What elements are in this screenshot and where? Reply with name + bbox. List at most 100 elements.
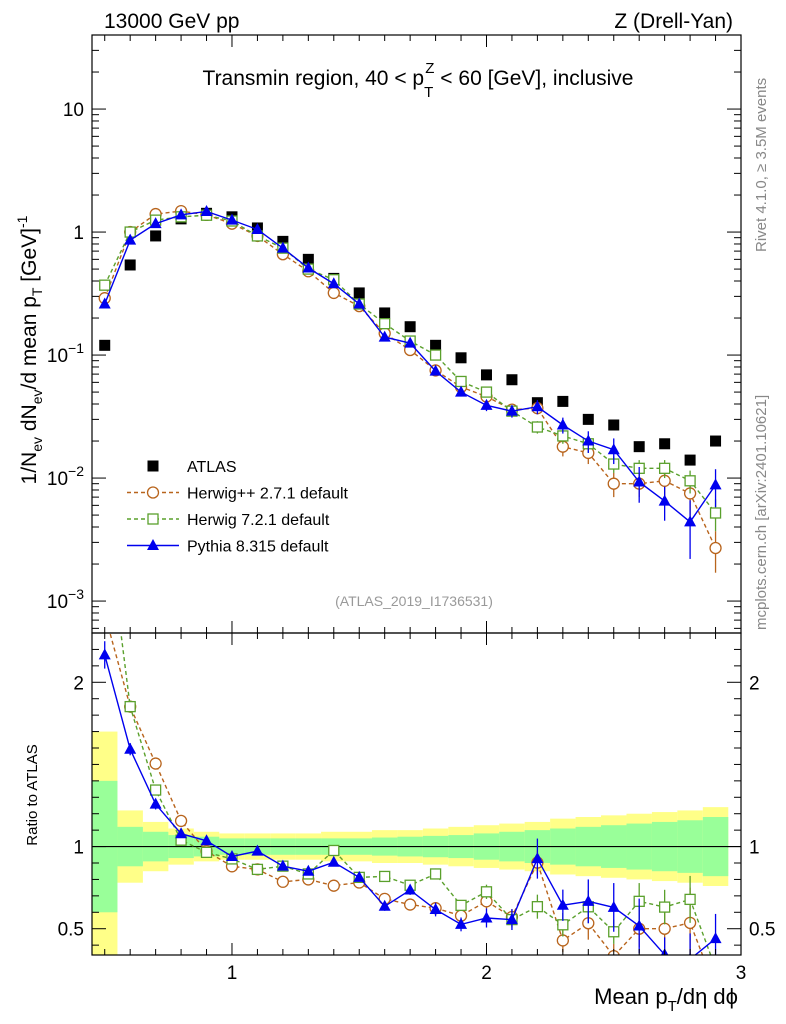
ratio-line-pythia-8-315-default [104,654,716,955]
ratio-point-herwig-7-2-1-default [658,901,671,913]
ratio-point-herwig-7-2-1-default [684,893,696,906]
point-pythia-8-315-default [658,494,671,506]
point-atlas [455,352,467,364]
main-plot-data [98,204,722,573]
ratio-tick-label-right: 2 [749,673,760,694]
rivet-version-label: Rivet 4.1.0, ≥ 3.5M events [753,78,770,252]
point-atlas [710,435,722,447]
ratio-point-pythia-8-315-default [276,859,289,871]
point-pythia-8-315-default [429,364,442,376]
point-pythia-8-315-default [480,398,493,410]
analysis-label: (ATLAS_2019_I1736531) [335,593,493,609]
point-atlas [430,339,442,351]
point-atlas [557,395,569,407]
point-pythia-8-315-default [200,204,213,216]
point-herwig-7-2-1-default [480,386,493,398]
point-pythia-8-315-default [327,277,340,289]
legend-label-herwig-7-2-1-default: Herwig 7.2.1 default [187,512,330,529]
point-herwig-2-7-1-default [607,477,620,490]
point-pythia-8-315-default [684,515,697,527]
ratio-y-axis-label: Ratio to ATLAS [24,744,41,845]
point-pythia-8-315-default [404,336,417,348]
point-atlas [302,253,314,265]
point-herwig-7-2-1-default [531,421,544,433]
ratio-tick-label-left: 0.5 [58,920,84,941]
y-tick-label: 1 [73,223,84,244]
ratio-point-herwig-7-2-1-default [149,784,162,796]
legend-marker-atlas [147,460,159,472]
ratio-point-herwig-7-2-1-default [455,899,467,912]
point-atlas [480,369,492,381]
ratio-point-pythia-8-315-default [505,913,518,925]
ratio-point-herwig-7-2-1-default [328,844,340,857]
ratio-point-pythia-8-315-default [531,852,544,864]
ratio-point-pythia-8-315-default [124,742,137,754]
point-atlas [404,321,416,333]
y-tick-label: 10−2 [47,463,84,490]
mcplots-label: mcplots.cern.ch [arXiv:2401.10621] [753,395,770,630]
point-pythia-8-315-default [582,434,595,446]
x-axis-label: Mean pT/dη dϕ [594,984,738,1015]
legend-marker-pythia-8-315-default [147,539,159,550]
ratio-point-pythia-8-315-default [200,834,213,846]
ratio-point-herwig-2-7-1-default [556,934,569,947]
ratio-point-herwig-7-2-1-default [557,919,569,931]
ratio-point-herwig-7-2-1-default [379,870,391,883]
ratio-line-herwig-2-7-1-default [109,633,704,955]
x-tick-label: 2 [481,963,492,984]
point-pythia-8-315-default [556,418,569,430]
y-tick-label: 10−3 [47,586,84,613]
point-pythia-8-315-default [98,297,111,309]
ratio-point-herwig-2-7-1-default [327,879,340,892]
point-atlas [506,374,518,386]
ratio-plot-frame [91,632,742,956]
ratio-plot-data [92,608,741,973]
legend: ATLAS Herwig++ 2.7.1 default Herwig 7.2.1 … [127,459,349,556]
ratio-point-pythia-8-315-default [709,932,722,944]
point-herwig-7-2-1-default [455,375,467,388]
point-pythia-8-315-default [175,208,188,220]
point-pythia-8-315-default [353,297,366,309]
ratio-point-herwig-7-2-1-default [711,963,721,973]
point-herwig-7-2-1-default [379,318,391,330]
ratio-tick-label-left: 2 [73,673,84,694]
point-pythia-8-315-default [709,478,722,490]
axes: 1 2 3 10 1 10−1 10−2 10−3 2 2 1 1 0.5 0.5 [47,34,775,984]
legend-marker-herwig-2-7-1-default [146,486,160,499]
point-herwig-7-2-1-default [429,349,442,361]
point-pythia-8-315-default [531,400,544,412]
ratio-point-pythia-8-315-default [607,900,620,912]
point-herwig-2-7-1-default [709,541,722,555]
header-left: 13000 GeV pp [104,10,239,33]
ratio-point-herwig-2-7-1-default [658,922,671,935]
point-atlas [633,441,645,453]
ratio-point-herwig-2-7-1-default [99,608,110,619]
ratio-point-pythia-8-315-default [455,917,468,929]
ratio-point-herwig-7-2-1-default [124,700,136,713]
ratio-point-herwig-7-2-1-default [200,846,213,859]
y-tick-label: 10 [63,100,84,121]
ratio-point-herwig-7-2-1-default [531,901,544,913]
point-pythia-8-315-default [302,261,315,273]
ratio-point-herwig-2-7-1-default [276,875,290,888]
point-pythia-8-315-default [225,213,238,225]
ratio-point-pythia-8-315-default [353,870,366,882]
point-herwig-7-2-1-default [684,475,696,487]
ratio-point-pythia-8-315-default [404,883,417,895]
legend-label-pythia-8-315-default: Pythia 8.315 default [187,539,329,556]
point-pythia-8-315-default [378,330,391,342]
ratio-point-pythia-8-315-default [378,899,391,911]
point-atlas [582,413,594,425]
legend-label-atlas: ATLAS [187,459,237,476]
point-atlas [124,259,136,271]
ratio-tick-label-right: 0.5 [749,920,775,941]
point-atlas [659,438,671,450]
ratio-point-herwig-7-2-1-default [429,868,442,880]
y-axis-label: 1/Nev dNev/d mean pT [GeV]-1 [14,215,45,484]
ratio-point-herwig-2-7-1-default [403,898,417,911]
point-pythia-8-315-default [149,217,162,229]
point-atlas [99,339,111,351]
point-pythia-8-315-default [505,404,518,416]
ratio-point-pythia-8-315-default [327,855,340,867]
